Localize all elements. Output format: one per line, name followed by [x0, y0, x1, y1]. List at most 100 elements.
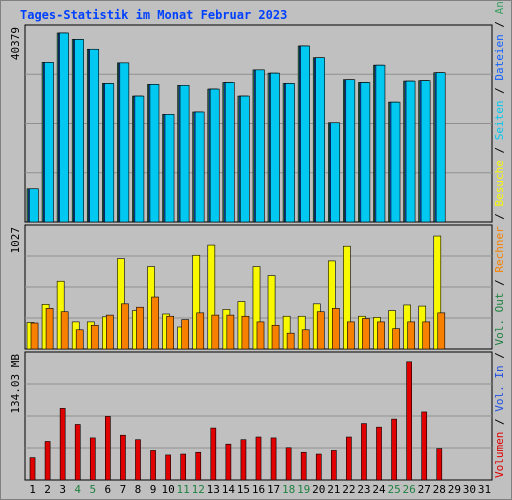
x-label-day-14: 14: [222, 483, 236, 496]
visits-bar-rechner-day-28: [437, 312, 446, 350]
x-label-day-1: 1: [29, 483, 36, 496]
hits-bar-seiten-day-8: [134, 95, 145, 223]
visits-ymax-label: 1027: [9, 227, 22, 254]
hits-bar-seiten-day-6: [104, 83, 115, 223]
volume-bar-volumen-day-1: [29, 457, 36, 481]
x-label-day-16: 16: [252, 483, 265, 496]
visits-bar-besuche-day-28: [433, 235, 442, 350]
volume-bar-volumen-day-21: [330, 450, 337, 481]
series-legend: Volumen / Vol. In / Vol. Out / Rechner /…: [493, 0, 506, 478]
legend-part: Vol. In: [493, 365, 506, 411]
visits-bar-rechner-day-4: [75, 329, 84, 350]
hits-bar-seiten-day-21: [330, 122, 341, 223]
visits-bar-besuche-day-18: [282, 315, 291, 350]
legend-part: /: [493, 14, 506, 34]
x-label-day-27: 27: [418, 483, 431, 496]
x-label-day-17: 17: [267, 483, 280, 496]
hits-bar-seiten-day-7: [119, 62, 130, 223]
x-label-day-5: 5: [89, 483, 96, 496]
visits-bar-rechner-day-15: [241, 315, 250, 350]
x-label-day-21: 21: [327, 483, 340, 496]
hits-bar-seiten-day-26: [405, 80, 416, 223]
hits-bar-seiten-day-20: [315, 57, 325, 223]
x-label-day-19: 19: [297, 483, 310, 496]
hits-bar-seiten-day-17: [270, 72, 280, 223]
legend-part: /: [493, 412, 506, 432]
hits-bar-seiten-day-23: [360, 82, 371, 223]
visits-bar-rechner-day-14: [226, 314, 235, 350]
x-label-day-24: 24: [372, 483, 386, 496]
hits-bar-seiten-day-5: [89, 48, 100, 223]
x-axis-labels: 1 2 3 4 5 6 7 8 9 10 11 12 13 14 15 16 17 18 19 20 21 22 23 24 2…: [29, 483, 491, 496]
chart-panels: 40379 1027 134.03 MB: [9, 24, 493, 481]
legend-part: /: [493, 206, 506, 226]
legend-part: /: [493, 81, 506, 101]
volume-bar-volumen-day-26: [406, 361, 412, 481]
volume-bar-volumen-day-16: [255, 436, 262, 481]
volume-bar-volumen-day-7: [120, 434, 126, 481]
x-label-day-22: 22: [342, 483, 355, 496]
visits-bar-rechner-day-9: [151, 296, 159, 350]
hits-bar-seiten-day-12: [194, 111, 205, 223]
legend-part: /: [493, 346, 506, 366]
x-label-day-7: 7: [120, 483, 127, 496]
visits-bar-besuche-day-16: [252, 266, 261, 350]
visits-bar-rechner-day-22: [347, 321, 355, 350]
legend-part: Volumen: [493, 432, 506, 478]
visits-bar-rechner-day-11: [181, 319, 190, 350]
visits-bar-rechner-day-5: [90, 324, 99, 350]
visits-bar-rechner-day-12: [196, 312, 205, 350]
hits-bar-seiten-day-22: [345, 79, 356, 223]
x-label-day-4: 4: [74, 483, 81, 496]
volume-bar-volumen-day-6: [105, 416, 111, 481]
legend-part: /: [493, 140, 506, 160]
visits-bar-rechner-day-2: [45, 308, 54, 350]
visits-bar-rechner-day-17: [271, 324, 280, 350]
volume-bar-volumen-day-22: [346, 436, 352, 481]
panel-hits: 40379: [9, 24, 493, 223]
hits-bar-seiten-day-24: [375, 64, 386, 223]
x-label-day-26: 26: [403, 483, 416, 496]
volume-bar-volumen-day-24: [376, 426, 382, 481]
visits-bar-rechner-day-18: [286, 332, 295, 350]
legend-part: Rechner: [493, 226, 506, 273]
hits-bar-seiten-day-18: [285, 83, 295, 223]
volume-bar-volumen-day-10: [165, 454, 171, 481]
volume-ymax-label: 134.03 MB: [9, 354, 22, 414]
visits-bar-besuche-day-17: [267, 275, 276, 350]
visits-bar-besuche-day-13: [207, 244, 216, 350]
panel-visits: 1027: [9, 224, 493, 350]
x-label-day-25: 25: [387, 483, 400, 496]
legend-part: Seiten: [493, 100, 506, 140]
x-label-day-18: 18: [282, 483, 295, 496]
visits-bar-rechner-day-8: [136, 306, 144, 350]
volume-bar-volumen-day-5: [89, 437, 96, 481]
volume-bar-volumen-day-3: [59, 408, 66, 481]
hits-ymax-label: 40379: [9, 27, 22, 60]
visits-bar-rechner-day-21: [331, 308, 340, 350]
volume-bar-volumen-day-11: [180, 453, 187, 481]
legend-part: Dateien: [493, 34, 506, 80]
x-label-day-12: 12: [192, 483, 205, 496]
hits-bar-seiten-day-19: [300, 45, 310, 223]
volume-bar-volumen-day-2: [44, 441, 51, 481]
hits-bar-seiten-day-16: [255, 69, 265, 223]
hits-bar-seiten-day-28: [435, 72, 446, 223]
visits-bar-rechner-day-20: [316, 311, 325, 350]
hits-bar-seiten-day-3: [59, 32, 69, 223]
panel-volume: 134.03 MB: [9, 351, 493, 481]
volume-bar-volumen-day-12: [195, 451, 202, 481]
legend-part: Besuche: [493, 160, 506, 206]
x-label-day-6: 6: [105, 483, 112, 496]
hits-bar-seiten-day-27: [420, 80, 431, 223]
hits-bar-seiten-day-4: [74, 39, 84, 223]
x-label-day-31: 31: [478, 483, 491, 496]
visits-bar-besuche-day-12: [192, 254, 201, 350]
volume-bar-volumen-day-17: [270, 437, 277, 481]
hits-bar-seiten-day-15: [240, 95, 250, 223]
legend-part: Vol. Out: [493, 293, 506, 346]
hits-bar-seiten-day-13: [209, 88, 220, 223]
visits-bar-rechner-day-10: [166, 315, 174, 350]
x-label-day-29: 29: [448, 483, 461, 496]
